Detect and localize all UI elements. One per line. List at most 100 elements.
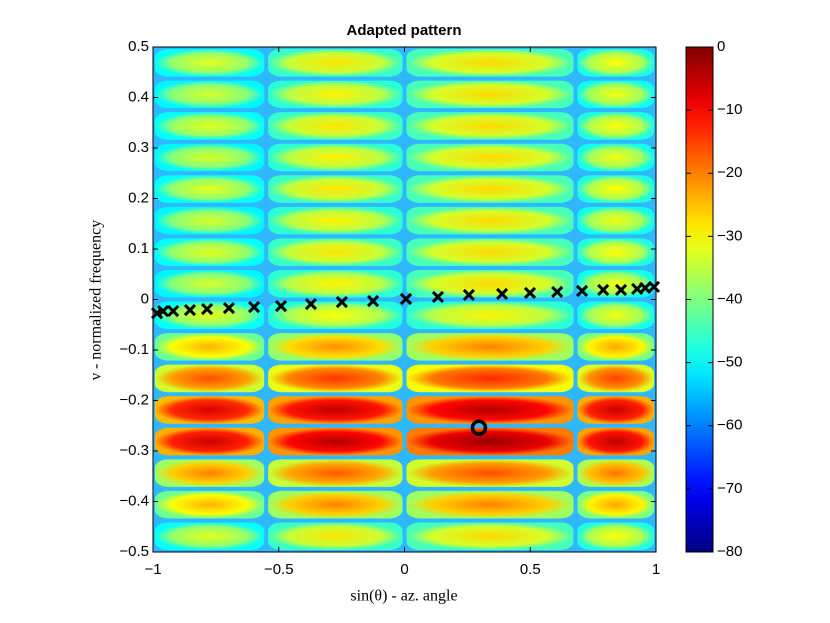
heatmap-cell [577,112,654,140]
heatmap-cell [406,427,574,456]
heatmap-cell [406,459,574,487]
colorbar-tick-label: −50 [717,354,742,371]
heatmap-cell [577,333,654,361]
x-marker [167,305,180,318]
overlays [150,280,661,437]
y-tick-label: −0.2 [119,391,149,408]
colorbar-tick-label: −70 [717,480,742,497]
heatmap-cell [155,333,265,361]
x-marker [399,292,413,306]
heatmap [155,49,654,550]
heatmap-cell [155,269,265,298]
y-tick-label: 0.2 [128,189,149,206]
x-tick-label: 0 [400,561,408,578]
heatmap-cell [577,143,654,172]
heatmap-cell [268,333,403,361]
colorbar-tick-label: −60 [717,417,742,434]
chart-title: Adapted pattern [346,22,461,39]
x-marker [496,287,509,301]
heatmap-cell [155,427,265,456]
heatmap-cell [268,490,403,519]
x-marker [462,288,475,302]
heatmap-cell [406,112,574,140]
x-marker [551,285,564,298]
heatmap-cell [268,80,403,109]
y-tick-label: −0.5 [119,543,149,560]
heatmap-cell [155,206,265,235]
heatmap-cell [268,459,403,487]
y-tick-label: −0.1 [119,341,149,358]
heatmap-cell [268,175,403,203]
heatmap-cell [406,490,574,519]
x-marker [597,283,610,296]
colorbar-tick-label: −10 [717,101,742,118]
x-marker [274,300,288,313]
x-axis-label: sin(θ) - az. angle [350,588,457,605]
heatmap-cell [406,301,574,330]
x-marker [647,280,661,293]
heatmap-cell [155,143,265,172]
heatmap-cell [577,175,654,203]
heatmap-cell [406,396,574,424]
heatmap-cell [155,490,265,519]
heatmap-cell [406,522,574,550]
heatmap-cell [268,206,403,235]
heatmap-cell [577,490,654,519]
x-marker [183,304,197,317]
heatmap-cell [155,301,265,330]
heatmap-cell [577,427,654,456]
y-tick-label: 0.5 [128,38,149,55]
heatmap-cell [268,427,403,456]
x-marker [575,284,589,297]
heatmap-cell [155,175,265,203]
colorbar-tick-label: −80 [717,543,742,560]
heatmap-cell [155,396,265,424]
colorbar-tick-label: −30 [717,227,742,244]
x-tick-label: −0.5 [264,561,294,578]
x-marker [201,303,214,316]
heatmap-cell [268,112,403,140]
heatmap-cell [577,49,654,77]
heatmap-cell [406,80,574,109]
x-marker [614,283,628,296]
circle-marker [470,419,488,437]
heatmap-cell [155,49,265,77]
x-tick-label: −1 [144,561,161,578]
heatmap-cell [577,206,654,235]
colorbar-tick-label: −40 [717,290,742,307]
heatmap-cell [577,459,654,487]
x-tick-label: 1 [652,561,660,578]
y-tick-label: 0.3 [128,139,149,156]
heatmap-cell [155,112,265,140]
heatmap-cell [406,175,574,203]
y-axis-label: ν - normalized frequency [88,220,105,381]
heatmap-cell [577,396,654,424]
heatmap-cell [268,238,403,266]
x-marker [367,294,380,308]
y-tick-label: 0 [141,290,149,307]
heatmap-cell [155,80,265,109]
heatmap-cell [268,364,403,393]
heatmap-cell [406,143,574,172]
x-marker [156,305,170,318]
x-tick-label: 0.5 [520,561,541,578]
heatmap-cell [406,364,574,393]
heatmap-cell [406,238,574,266]
x-marker [431,290,445,304]
heatmap-cell [268,396,403,424]
heatmap-cell [577,238,654,266]
heatmap-cell [577,364,654,393]
heatmap-cell [155,522,265,550]
x-marker [335,295,348,309]
heatmap-cell [577,80,654,109]
heatmap-cell [406,49,574,77]
heatmap-cell [155,238,265,266]
x-marker [248,301,261,314]
x-marker [523,286,537,299]
heatmap-cell [406,206,574,235]
heatmap-cell [406,269,574,298]
y-tick-label: −0.4 [119,492,149,509]
x-marker [304,297,318,311]
y-tick-label: 0.4 [128,88,149,105]
heatmap-cell [577,301,654,330]
